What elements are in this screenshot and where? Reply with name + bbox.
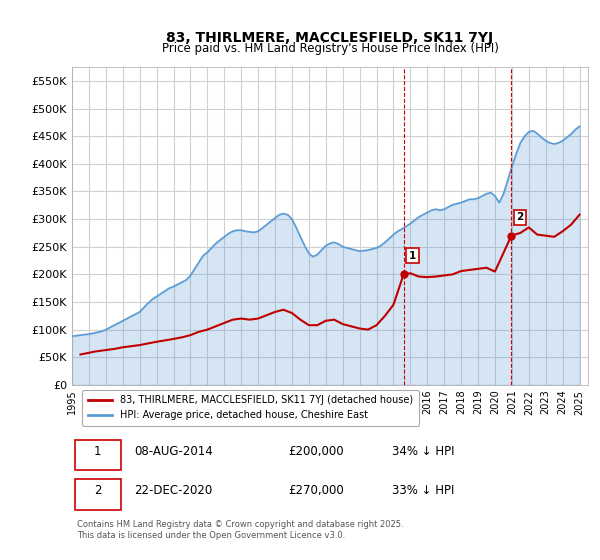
Text: Contains HM Land Registry data © Crown copyright and database right 2025.
This d: Contains HM Land Registry data © Crown c… bbox=[77, 520, 404, 539]
Text: 2: 2 bbox=[94, 484, 101, 497]
Text: Price paid vs. HM Land Registry's House Price Index (HPI): Price paid vs. HM Land Registry's House … bbox=[161, 42, 499, 55]
Text: 22-DEC-2020: 22-DEC-2020 bbox=[134, 484, 212, 497]
Text: £270,000: £270,000 bbox=[289, 484, 344, 497]
Text: 83, THIRLMERE, MACCLESFIELD, SK11 7YJ: 83, THIRLMERE, MACCLESFIELD, SK11 7YJ bbox=[166, 31, 494, 45]
Legend: 83, THIRLMERE, MACCLESFIELD, SK11 7YJ (detached house), HPI: Average price, deta: 83, THIRLMERE, MACCLESFIELD, SK11 7YJ (d… bbox=[82, 390, 419, 426]
FancyBboxPatch shape bbox=[74, 440, 121, 470]
Text: £200,000: £200,000 bbox=[289, 445, 344, 458]
Text: 34% ↓ HPI: 34% ↓ HPI bbox=[392, 445, 454, 458]
Text: 08-AUG-2014: 08-AUG-2014 bbox=[134, 445, 212, 458]
Text: 1: 1 bbox=[409, 251, 416, 261]
Text: 1: 1 bbox=[94, 445, 101, 458]
Text: 2: 2 bbox=[517, 212, 524, 222]
FancyBboxPatch shape bbox=[74, 479, 121, 510]
Text: 33% ↓ HPI: 33% ↓ HPI bbox=[392, 484, 454, 497]
